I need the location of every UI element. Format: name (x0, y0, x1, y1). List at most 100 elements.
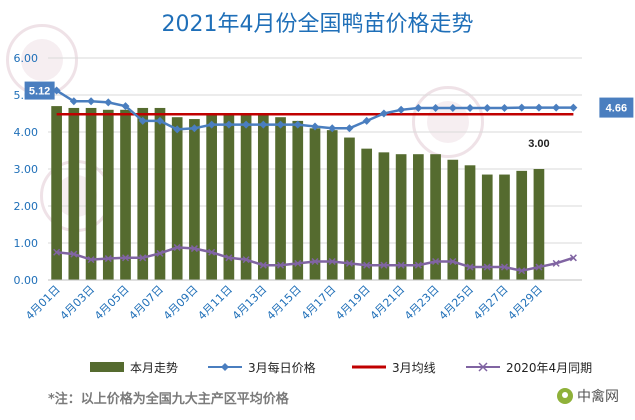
legend-label: 本月走势 (130, 360, 179, 375)
bar (154, 107, 166, 280)
data-point-2020 (483, 263, 491, 271)
x-tick-label: 4月27日 (471, 283, 511, 323)
x-tick-label: 4月01日 (23, 283, 63, 323)
x-tick-label: 4月13日 (230, 283, 270, 323)
data-point-march (345, 124, 354, 133)
data-point-march (431, 103, 440, 112)
bar (120, 109, 131, 280)
bar (292, 120, 304, 281)
bar (189, 119, 200, 280)
data-point-2020 (70, 250, 78, 258)
data-point-march (121, 102, 130, 111)
bar (481, 174, 493, 280)
legend-item-avg: 3月均线 (352, 358, 436, 376)
data-point-march (500, 103, 509, 112)
data-label-bar-last: 3.00 (528, 138, 549, 150)
footnote: *注：以上价格为全国九大主产区平均价格 (48, 392, 289, 407)
data-point-march (69, 97, 78, 106)
data-point-2020 (277, 261, 285, 269)
data-point-2020 (397, 261, 405, 269)
data-label-box (24, 81, 55, 100)
data-point-2020 (139, 254, 147, 262)
data-point-march (534, 103, 543, 112)
legend-item-march: 3月每日价格 (208, 358, 316, 376)
bar (326, 130, 338, 280)
data-point-2020 (380, 261, 388, 269)
bar (68, 107, 80, 280)
data-point-march (276, 120, 285, 129)
x-tick-label: 4月11日 (195, 283, 235, 323)
x-tick-label: 4月19日 (333, 283, 373, 323)
data-point-march (293, 120, 302, 129)
data-point-2020 (328, 257, 336, 266)
data-point-2020 (466, 263, 474, 271)
data-point-march (362, 116, 371, 125)
data-point-2020 (535, 263, 543, 271)
data-point-2020 (294, 259, 302, 267)
legend-item-2020: 2020年4月同期 (466, 358, 592, 376)
x-tick-label: 4月29日 (505, 283, 545, 323)
data-point-march (466, 103, 475, 112)
x-tick-label: 4月17日 (299, 283, 339, 323)
data-point-march (190, 124, 199, 133)
bar (533, 169, 545, 280)
x-tick-label: 4月09日 (161, 283, 201, 323)
data-point-2020 (121, 254, 130, 262)
bar (361, 148, 373, 280)
data-point-march (483, 103, 492, 112)
chart-title: 2021年4月份全国鸭苗价格走势 (161, 12, 474, 37)
legend-label: 3月均线 (392, 360, 436, 375)
data-point-2020 (552, 259, 560, 267)
data-point-2020 (225, 254, 233, 262)
line-swatch-icon (352, 365, 386, 369)
bar (257, 113, 269, 280)
data-point-march (517, 103, 526, 112)
bar (51, 106, 62, 280)
brand: 中禽网 (557, 386, 619, 406)
data-point-march (414, 103, 423, 112)
legend-label: 2020年4月同期 (506, 360, 593, 375)
data-point-march (87, 97, 96, 106)
data-point-2020 (53, 248, 61, 256)
data-label-box (599, 97, 634, 118)
data-point-march (311, 122, 319, 131)
data-label-start: 5.12 (29, 86, 50, 98)
data-label-end: 4.66 (606, 103, 627, 115)
data-point-2020 (345, 259, 353, 267)
bar (344, 137, 355, 280)
x-tick-label: 4月23日 (402, 283, 442, 323)
bar (85, 107, 97, 280)
chart-area: 0.001.002.003.004.005.006.005.124.663.00… (14, 52, 634, 323)
data-point-2020 (311, 257, 319, 266)
cross-line-icon (466, 362, 500, 372)
bar (137, 107, 149, 280)
data-point-2020 (449, 257, 457, 266)
bar (206, 113, 217, 280)
legend-item-bar: 本月走势 (90, 358, 178, 376)
x-tick-label: 4月25日 (437, 283, 477, 323)
bar (395, 154, 407, 280)
y-tick-label: 2.00 (14, 200, 39, 213)
data-point-2020 (432, 257, 440, 266)
y-tick-label: 3.00 (14, 163, 39, 176)
data-point-march (138, 116, 147, 125)
data-point-2020 (190, 245, 198, 253)
bar (223, 113, 235, 280)
data-point-2020 (173, 243, 181, 251)
data-point-march (155, 116, 164, 125)
legend-label: 3月每日价格 (248, 360, 316, 375)
bar (516, 170, 528, 280)
data-point-march (173, 125, 182, 134)
data-point-march (552, 103, 561, 112)
bar (447, 159, 459, 280)
y-tick-label: 1.00 (14, 237, 39, 250)
y-tick-label: 4.00 (14, 126, 39, 139)
data-point-march (448, 103, 457, 112)
data-point-march (259, 120, 268, 129)
bar (464, 165, 476, 280)
bar (378, 152, 390, 280)
data-point-2020 (242, 256, 250, 264)
x-tick-label: 4月21日 (368, 283, 408, 323)
y-tick-label: 6.00 (14, 52, 39, 65)
data-point-march (379, 109, 388, 118)
